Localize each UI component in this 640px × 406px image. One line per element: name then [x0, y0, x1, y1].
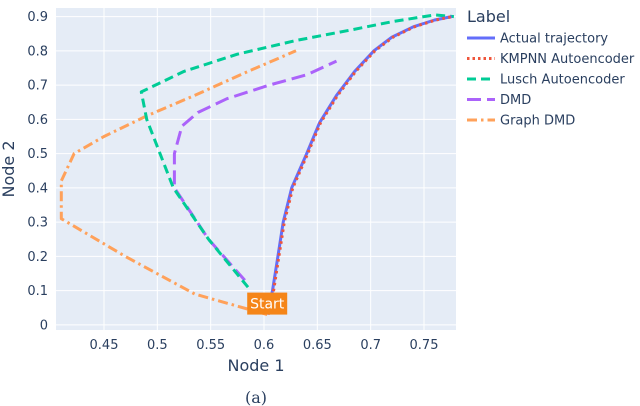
legend: Label Actual trajectory KMPNN Autoencoder…	[467, 7, 635, 129]
y-tick-label: 0.7	[27, 79, 48, 94]
x-tick-label: 0.75	[410, 338, 439, 353]
legend-label: Graph DMD	[500, 114, 575, 129]
y-axis-ticks: 0 0.1 0.2 0.3 0.4 0.5 0.6 0.7 0.8 0.9	[27, 10, 48, 333]
series-line-graph-dmd	[59, 49, 297, 317]
x-tick-label: 0.6	[254, 338, 275, 353]
figure-caption: (a)	[245, 388, 267, 406]
y-tick-label: 0.6	[27, 113, 48, 128]
legend-title: Label	[467, 7, 510, 26]
y-axis-title: Node 2	[0, 140, 18, 197]
x-axis-ticks: 0.45 0.5 0.55 0.6 0.65 0.7 0.75	[90, 338, 439, 353]
y-tick-label: 0.8	[27, 44, 48, 59]
y-tick-label: 0.4	[27, 181, 48, 196]
y-tick-label: 0.5	[27, 147, 48, 162]
x-tick-label: 0.65	[303, 338, 332, 353]
legend-label: DMD	[500, 93, 531, 108]
legend-label: Actual trajectory	[500, 32, 608, 47]
gridlines	[56, 8, 456, 330]
legend-label: Lusch Autoencoder	[500, 73, 625, 88]
start-annotation-label: Start	[250, 297, 285, 313]
x-tick-label: 0.7	[360, 338, 381, 353]
x-tick-label: 0.5	[147, 338, 168, 353]
x-tick-label: 0.55	[196, 338, 225, 353]
series-line-lusch-autoencoder	[139, 13, 455, 289]
legend-label: KMPNN Autoencoder	[500, 52, 635, 67]
x-axis-title: Node 1	[227, 356, 284, 375]
y-tick-label: 0.3	[27, 216, 48, 231]
x-tick-label: 0.45	[90, 338, 119, 353]
y-tick-label: 0.9	[27, 10, 48, 25]
series-layer	[59, 13, 455, 317]
series-line-kmpnn-autoencoder	[266, 15, 454, 315]
y-tick-label: 0.2	[27, 250, 48, 265]
y-tick-label: 0.1	[27, 284, 48, 299]
series-line-dmd	[172, 59, 338, 282]
y-tick-label: 0	[40, 318, 48, 333]
annotation-layer: Start	[247, 292, 288, 315]
start-annotation-box	[247, 292, 288, 315]
plot-background	[56, 8, 456, 330]
